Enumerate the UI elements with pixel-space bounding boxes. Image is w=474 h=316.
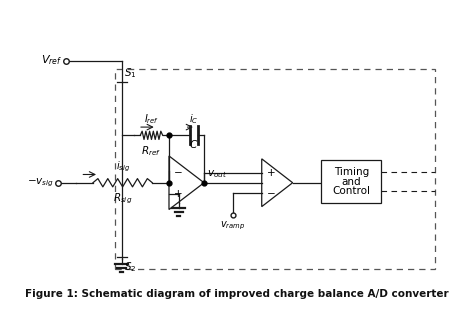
Text: $i_{sig}$: $i_{sig}$ <box>116 160 130 174</box>
Text: $v_{out}$: $v_{out}$ <box>207 168 227 180</box>
Text: $-$: $-$ <box>173 166 183 176</box>
Text: $i_C$: $i_C$ <box>189 112 199 126</box>
Text: Figure 1: Schematic diagram of improved charge balance A/D converter: Figure 1: Schematic diagram of improved … <box>25 289 449 299</box>
Text: $+$: $+$ <box>266 167 275 178</box>
Text: $-$: $-$ <box>266 187 275 198</box>
Text: $v_{ramp}$: $v_{ramp}$ <box>220 220 246 232</box>
Text: $S_1$: $S_1$ <box>125 66 137 80</box>
Text: $V_{ref}$: $V_{ref}$ <box>40 53 62 67</box>
Text: $I_{ref}$: $I_{ref}$ <box>144 112 159 126</box>
Text: $+$: $+$ <box>173 188 182 199</box>
Bar <box>115 70 435 269</box>
Text: $R_{sig}$: $R_{sig}$ <box>113 192 132 206</box>
Bar <box>321 160 381 203</box>
Text: $C$: $C$ <box>189 138 198 150</box>
Text: $S_2$: $S_2$ <box>125 260 137 274</box>
Text: and: and <box>342 177 361 187</box>
Text: Control: Control <box>332 186 370 196</box>
Text: $-v_{sig}$: $-v_{sig}$ <box>27 177 54 189</box>
Text: Timing: Timing <box>334 167 369 177</box>
Text: $R_{ref}$: $R_{ref}$ <box>141 144 162 158</box>
